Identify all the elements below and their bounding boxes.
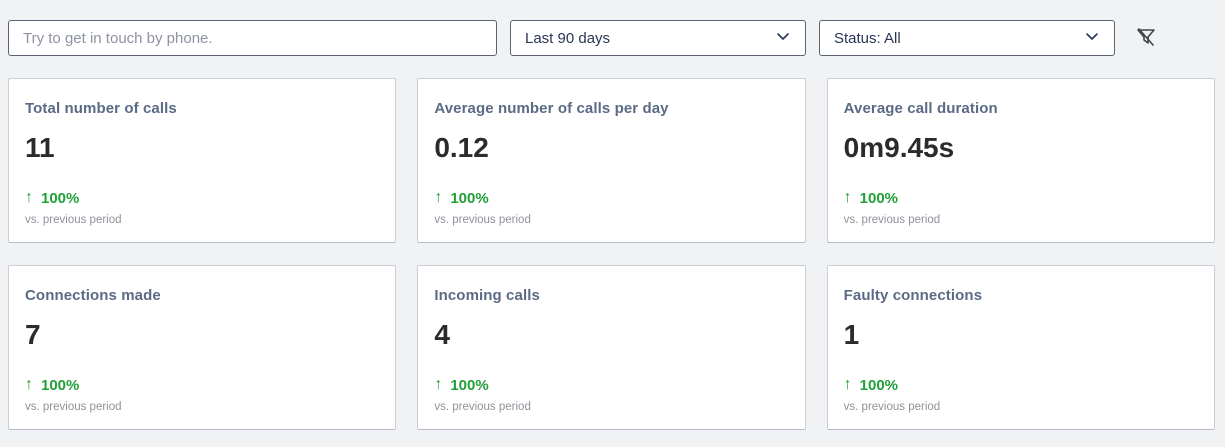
arrow-up-icon: ↑: [25, 376, 33, 394]
card-value: 1: [843, 319, 860, 350]
card-value: 0m9.45s: [843, 132, 955, 163]
card-total-calls: Total number of calls 11 ↑ 100% vs. prev…: [8, 78, 397, 243]
period-select-value: Last 90 days: [525, 29, 611, 47]
card-incoming-calls: Incoming calls 4 ↑ 100% vs. previous per…: [417, 265, 806, 430]
status-select-value: Status: All: [834, 29, 901, 47]
card-change: ↑ 100%: [25, 189, 379, 207]
card-avg-call-duration: Average call duration 0m9.45s ↑ 100% vs.…: [826, 78, 1215, 243]
card-change: ↑ 100%: [844, 189, 1198, 207]
arrow-up-icon: ↑: [434, 376, 443, 394]
card-note: vs. previous period: [843, 401, 941, 414]
status-select[interactable]: Status: All: [819, 20, 1115, 56]
arrow-up-icon: ↑: [25, 189, 33, 207]
search-input[interactable]: [8, 20, 497, 56]
arrow-up-icon: ↑: [843, 189, 852, 207]
change-percent: 100%: [859, 189, 899, 207]
period-select[interactable]: Last 90 days: [510, 20, 806, 56]
card-title: Connections made: [25, 287, 161, 304]
change-percent: 100%: [450, 189, 489, 207]
change-percent: 100%: [859, 376, 899, 394]
filter-off-icon: [1134, 25, 1158, 52]
card-change: ↑ 100%: [25, 376, 379, 394]
card-change: ↑ 100%: [844, 376, 1198, 394]
clear-filters-button[interactable]: [1132, 24, 1160, 52]
card-connections-made: Connections made 7 ↑ 100% vs. previous p…: [8, 265, 397, 430]
chevron-down-icon: [1084, 28, 1100, 48]
card-avg-calls-per-day: Average number of calls per day 0.12 ↑ 1…: [417, 78, 806, 243]
change-percent: 100%: [450, 376, 489, 394]
change-percent: 100%: [41, 189, 80, 207]
card-note: vs. previous period: [843, 214, 941, 227]
card-title: Total number of calls: [25, 100, 177, 117]
card-value: 11: [25, 132, 55, 163]
card-change: ↑ 100%: [434, 189, 788, 207]
arrow-up-icon: ↑: [434, 189, 443, 207]
filter-toolbar: Last 90 days Status: All: [0, 0, 1225, 56]
card-title: Incoming calls: [434, 287, 540, 304]
chevron-down-icon: [775, 28, 791, 48]
card-note: vs. previous period: [25, 214, 122, 227]
card-change: ↑ 100%: [434, 376, 788, 394]
arrow-up-icon: ↑: [843, 376, 852, 394]
card-note: vs. previous period: [434, 214, 531, 227]
card-note: vs. previous period: [25, 401, 122, 414]
card-title: Average call duration: [843, 100, 998, 117]
card-value: 4: [434, 319, 450, 350]
kpi-card-grid: Total number of calls 11 ↑ 100% vs. prev…: [8, 78, 1215, 430]
card-value: 7: [25, 319, 41, 350]
card-note: vs. previous period: [434, 401, 531, 414]
card-title: Average number of calls per day: [434, 100, 669, 117]
card-faulty-connections: Faulty connections 1 ↑ 100% vs. previous…: [826, 265, 1215, 430]
change-percent: 100%: [41, 376, 80, 394]
card-value: 0.12: [434, 132, 489, 163]
card-title: Faulty connections: [843, 287, 983, 304]
